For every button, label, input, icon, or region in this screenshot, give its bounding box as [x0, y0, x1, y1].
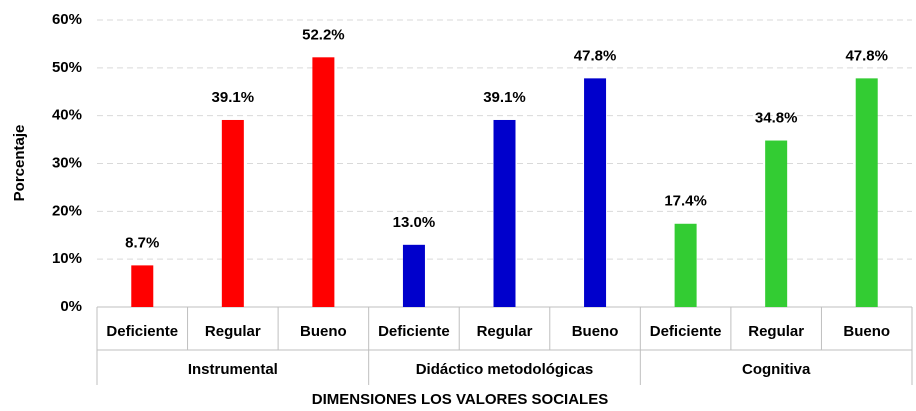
- y-tick-label: 50%: [52, 59, 82, 76]
- y-axis-title: Porcentaje: [11, 125, 28, 202]
- y-tick-label: 0%: [60, 298, 82, 315]
- bar: [584, 78, 607, 308]
- bar: [855, 78, 878, 308]
- data-label: 47.8%: [574, 47, 617, 64]
- bar: [765, 140, 788, 307]
- x-tick-label: Bueno: [300, 323, 347, 340]
- bar: [402, 244, 425, 307]
- bar: [312, 57, 335, 308]
- y-tick-label: 10%: [52, 250, 82, 267]
- y-tick-label: 60%: [52, 11, 82, 28]
- data-label: 8.7%: [125, 234, 159, 251]
- x-tick-label: Regular: [205, 323, 261, 340]
- data-label: 34.8%: [755, 110, 798, 127]
- x-tick-label: Bueno: [843, 323, 890, 340]
- x-axis-title: DIMENSIONES LOS VALORES SOCIALES: [312, 391, 608, 408]
- data-label: 39.1%: [483, 89, 526, 106]
- bar: [493, 119, 516, 307]
- bar: [131, 265, 154, 307]
- x-tick-label: Deficiente: [106, 323, 178, 340]
- x-tick-label: Deficiente: [650, 323, 722, 340]
- data-label: 39.1%: [212, 89, 255, 106]
- group-label: Instrumental: [188, 361, 278, 378]
- y-tick-label: 40%: [52, 107, 82, 124]
- x-tick-label: Regular: [748, 323, 804, 340]
- y-tick-label: 20%: [52, 202, 82, 219]
- bar: [674, 223, 697, 307]
- y-tick-label: 30%: [52, 154, 82, 171]
- x-tick-label: Bueno: [572, 323, 619, 340]
- data-label: 17.4%: [664, 193, 707, 210]
- group-label: Didáctico metodológicas: [416, 361, 594, 378]
- data-label: 52.2%: [302, 26, 345, 43]
- bar: [221, 119, 244, 307]
- x-tick-label: Regular: [477, 323, 533, 340]
- data-label: 13.0%: [393, 214, 436, 231]
- x-tick-label: Deficiente: [378, 323, 450, 340]
- group-label: Cognitiva: [742, 361, 811, 378]
- data-label: 47.8%: [845, 47, 888, 64]
